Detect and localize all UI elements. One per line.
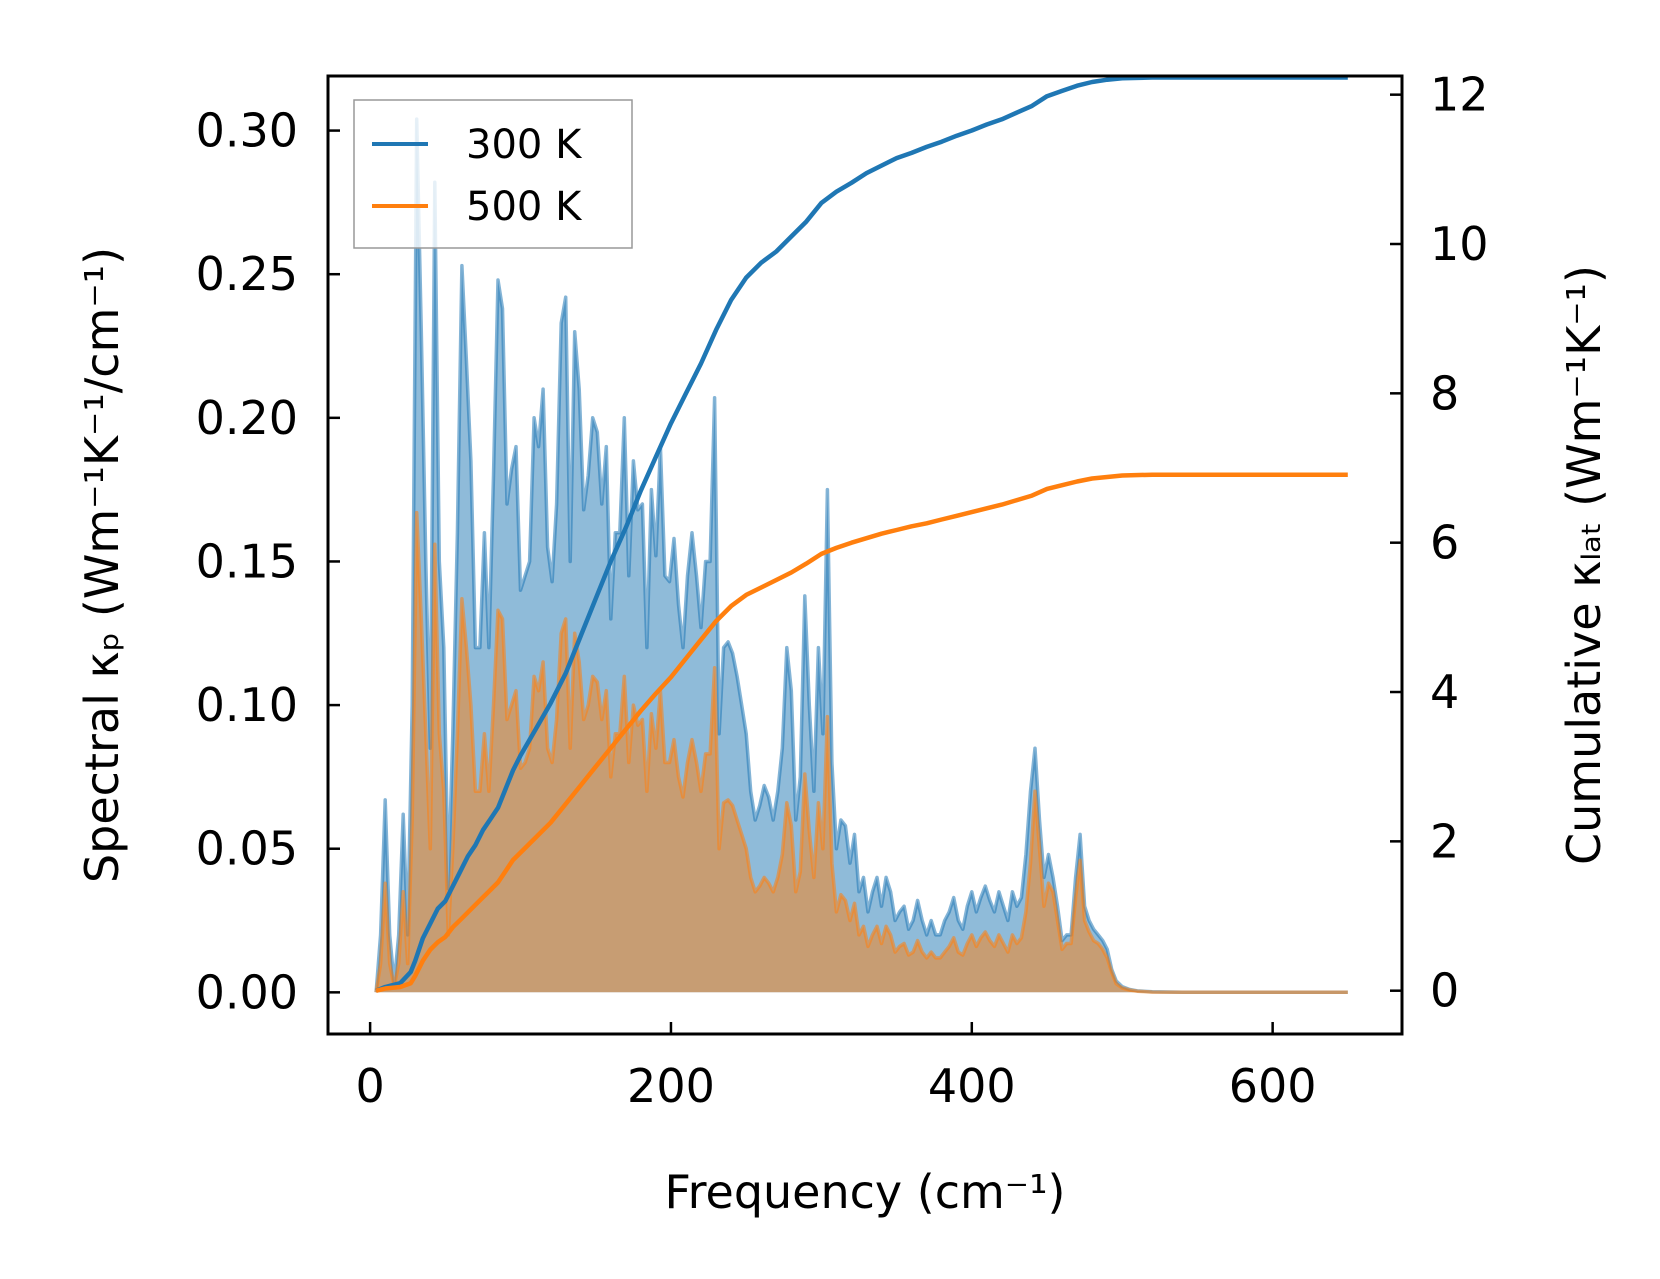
y-left-tick-label: 0.15	[196, 534, 298, 588]
spectral-fill-500k	[376, 512, 1348, 993]
legend-box	[353, 99, 633, 249]
x-tick-label: 600	[1229, 1059, 1317, 1113]
plot-frame	[326, 74, 1404, 1036]
y-right-tick-label: 12	[1430, 68, 1489, 122]
y-left-tick-label: 0.25	[196, 247, 298, 301]
cumulative-line-300k	[375, 75, 1348, 993]
x-tick-label: 0	[355, 1059, 384, 1113]
spectral-line-300k	[374, 117, 1348, 995]
y-right-tick-label: 2	[1430, 814, 1459, 868]
axis-ticks: 0 200 400 600 0.00 0.05 0.10 0.15 0.20 0.25 0.30 0 2…	[196, 68, 1489, 1113]
y-left-axis-label: Spectral κₚ (Wm⁻¹K⁻¹/cm⁻¹)	[75, 247, 129, 883]
cumulative-lines	[375, 75, 1348, 993]
legend-label-500k: 500 K	[466, 184, 583, 230]
legend-label-300k: 300 K	[466, 122, 583, 168]
y-left-tick-label: 0.00	[196, 965, 298, 1019]
y-left-tick-label: 0.30	[196, 104, 298, 158]
y-left-tick-label: 0.05	[196, 822, 298, 876]
legend: 300 K 500 K	[353, 99, 633, 249]
y-right-tick-label: 0	[1430, 964, 1459, 1018]
spectral-area-fills	[374, 117, 1348, 995]
y-right-tick-label: 8	[1430, 366, 1459, 420]
y-right-axis-label: Cumulative κₗₐₜ (Wm⁻¹K⁻¹)	[1557, 265, 1611, 865]
x-axis-label: Frequency (cm⁻¹)	[665, 1165, 1066, 1219]
y-right-tick-label: 10	[1430, 217, 1489, 271]
y-left-tick-label: 0.20	[196, 391, 298, 445]
y-right-tick-label: 6	[1430, 516, 1459, 570]
cumulative-line-500k	[375, 472, 1348, 993]
y-right-tick-label: 4	[1430, 665, 1459, 719]
y-left-tick-label: 0.10	[196, 678, 298, 732]
x-tick-label: 400	[928, 1059, 1016, 1113]
spectral-line-500k	[374, 510, 1348, 995]
x-tick-label: 200	[627, 1059, 715, 1113]
